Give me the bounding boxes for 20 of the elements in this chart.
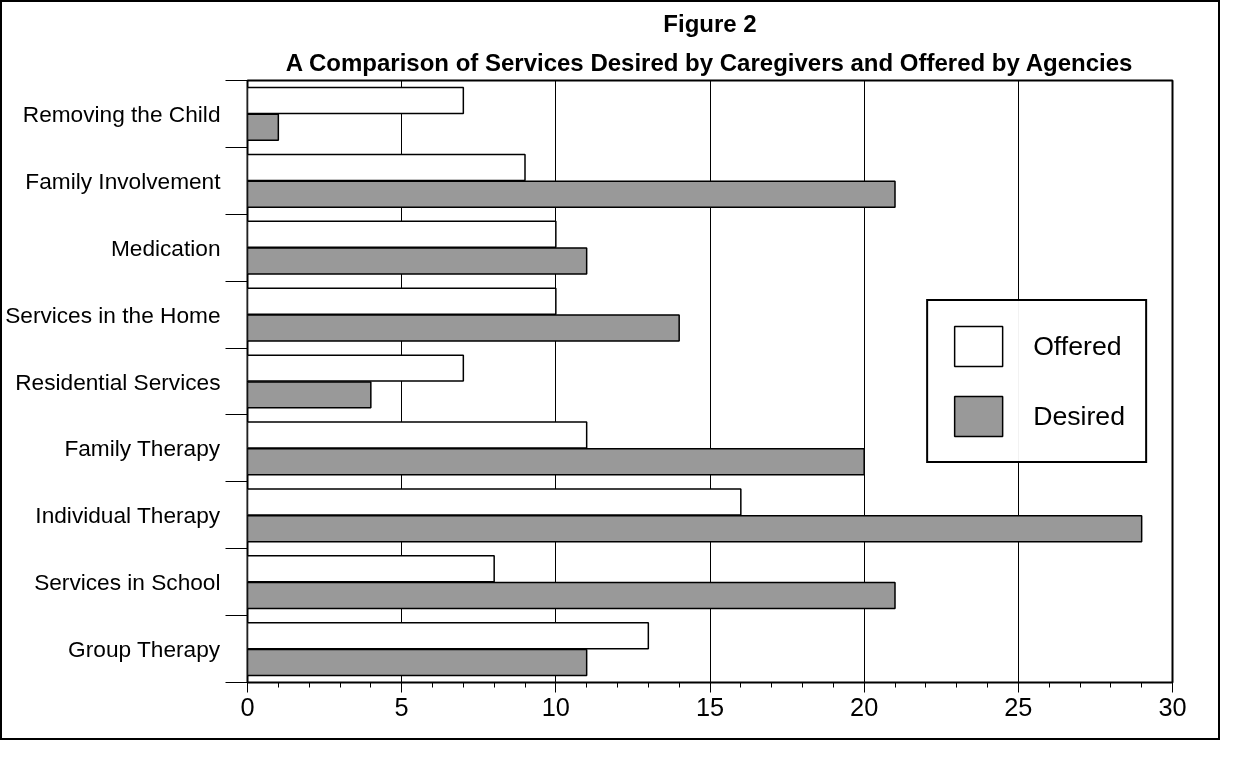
y-tick-label: Family Therapy <box>64 435 221 462</box>
x-tick-label: 30 <box>1158 692 1187 721</box>
x-tick-label: 15 <box>695 692 725 721</box>
chart-subtitle: A Comparison of Services Desired by Caregivers and Offered by Agencies <box>285 48 1133 76</box>
y-tick-label: Family Involvement <box>25 167 222 194</box>
y-tick-label: Medication <box>110 234 221 261</box>
legend-label: Desired <box>1033 400 1125 432</box>
x-tick-label: 0 <box>240 692 255 721</box>
legend-label: Offered <box>1033 330 1122 362</box>
x-tick-label: 20 <box>850 692 879 721</box>
y-tick-label: Removing the Child <box>22 100 221 127</box>
y-tick-label: Individual Therapy <box>35 502 221 529</box>
y-tick-label: Group Therapy <box>68 636 221 663</box>
chart-title: Figure 2 <box>663 9 757 37</box>
x-tick-label: 25 <box>1004 692 1033 721</box>
y-tick-label: Residential Services <box>15 368 221 395</box>
x-tick-label: 5 <box>394 692 409 721</box>
y-tick-label: Services in School <box>34 569 221 596</box>
y-tick-label: Services in the Home <box>5 301 221 328</box>
x-tick-label: 10 <box>541 692 570 721</box>
